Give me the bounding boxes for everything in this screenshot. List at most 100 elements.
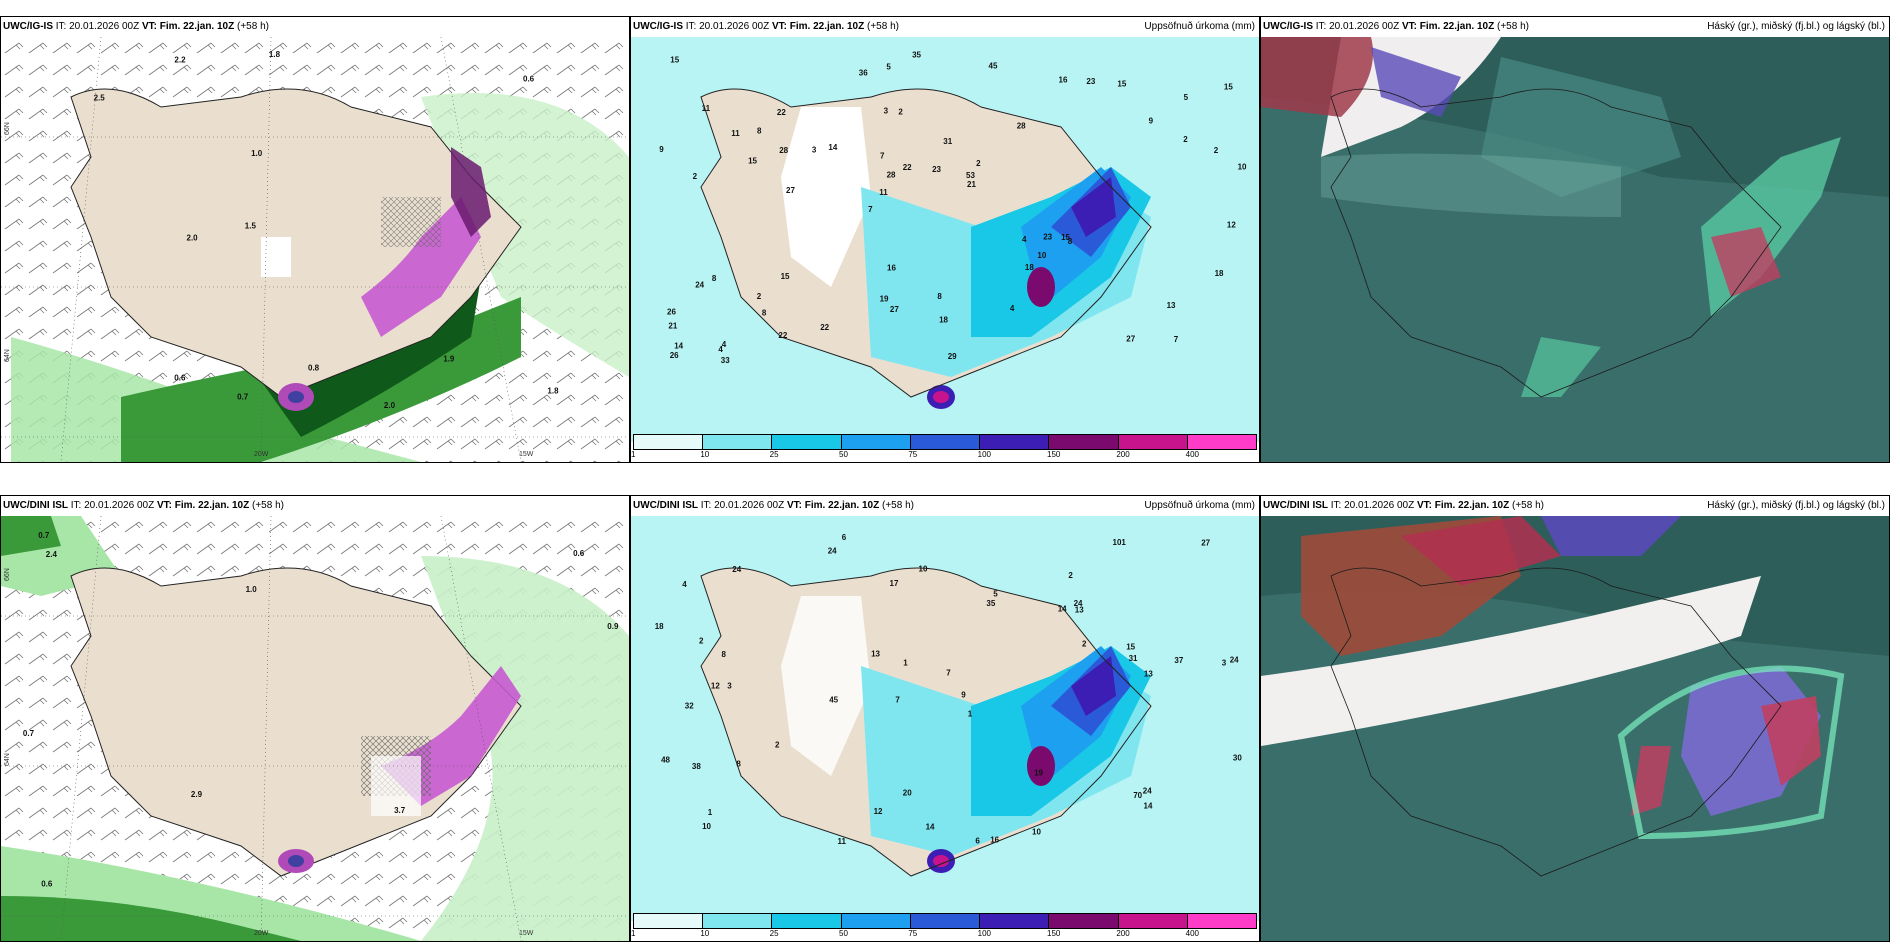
map-value-label: 2	[757, 292, 762, 301]
map-value-label: 28	[887, 171, 896, 180]
colorbar-tick-label: 100	[977, 450, 992, 459]
colorbar-swatch	[980, 914, 1050, 928]
map-value-label: 8	[757, 126, 762, 135]
map-value-label: 21	[967, 180, 976, 189]
wind-value-labels: 0.7 2.0 0.6 1.9 2.2 2.5 2.0 1.8 1.8 1.0 0.6 0.8 1.5	[94, 50, 559, 410]
map-value-label: 2	[699, 636, 704, 645]
map-value-label: 45	[829, 696, 838, 705]
lead-time: (+58 h)	[237, 21, 269, 32]
map-value-label: 19	[880, 294, 889, 303]
map-value-label: 5	[993, 590, 998, 599]
map-value-label: 27	[786, 186, 795, 195]
map-value-label: 20	[903, 788, 912, 797]
colorbar-ticks: 1 10 25 50 75 100 150 200 400	[631, 929, 1257, 939]
map-value-label: 14	[926, 823, 935, 832]
map-value-label: 53	[966, 171, 975, 180]
map-value-label: 10	[1037, 251, 1046, 260]
colorbar-tick-label: 150	[1047, 450, 1061, 459]
map-value-label: 8	[937, 292, 942, 301]
colorbar-tick-label: 200	[1116, 929, 1130, 938]
map-value-label: 0.8	[308, 364, 320, 373]
map-value-label: 35	[986, 599, 995, 608]
map-value-label: 9	[1149, 117, 1154, 126]
map-value-label: 5	[1184, 93, 1189, 102]
map-value-label: 5	[886, 63, 891, 72]
map-value-label: 29	[948, 352, 957, 361]
precip-value-labels: 7257284331814218228115104211192822161527…	[659, 51, 1247, 366]
map-value-label: 14	[674, 342, 683, 351]
wind-map	[1, 37, 629, 462]
map-value-label: 13	[1075, 606, 1084, 615]
map-value-label: 14	[1144, 801, 1153, 810]
map-value-label: 0.6	[174, 373, 186, 382]
map-value-label: 16	[887, 264, 896, 273]
map-value-label: 10	[1032, 827, 1041, 836]
map-value-label: 11	[702, 104, 711, 113]
map-value-label: 12	[711, 682, 720, 691]
map-value-label: 2	[1183, 135, 1188, 144]
lead-time: (+58 h)	[867, 21, 899, 32]
colorbar-swatch	[703, 914, 773, 928]
map-value-label: 3	[812, 145, 817, 154]
colorbar-swatches	[633, 913, 1257, 929]
map-value-label: 27	[890, 305, 899, 314]
map-value-label: 15	[1224, 82, 1233, 91]
colorbar-swatch	[980, 435, 1050, 449]
map-value-label: 1.5	[245, 221, 257, 230]
colorbar-swatch	[703, 435, 773, 449]
map-value-label: 22	[903, 163, 912, 172]
colorbar-swatch	[1049, 914, 1119, 928]
map-value-label: 9	[961, 690, 966, 699]
map-value-label: 0.6	[41, 879, 53, 888]
cloud-title: Háský (gr.), miðský (fj.bl.) og lágský (…	[1707, 21, 1885, 32]
valid-time: VT: Fim. 22.jan. 10Z	[786, 500, 880, 511]
valid-time: VT: Fim. 22.jan. 10Z	[1416, 500, 1510, 511]
map-value-label: 22	[777, 108, 786, 117]
map-value-label: 26	[670, 351, 679, 360]
map-value-label: 30	[1233, 754, 1242, 763]
map-value-label: 70	[1133, 791, 1142, 800]
model-name: UWC/IG-IS	[1263, 21, 1313, 32]
map-value-label: 3.7	[394, 806, 406, 815]
colorbar-swatch	[910, 914, 981, 928]
map-value-label: 13	[1144, 670, 1153, 679]
lon-label-15: 15W	[519, 930, 534, 937]
colorbar-tick-label: 400	[1185, 450, 1200, 459]
map-value-label: 7	[868, 205, 873, 214]
map-value-label: 17	[890, 579, 899, 588]
map-value-label: 35	[912, 51, 921, 60]
map-value-label: 11	[879, 188, 888, 197]
map-value-label: 14	[1058, 605, 1067, 614]
lon-label-20: 20W	[254, 930, 269, 937]
model-name: UWC/DINI ISL	[1263, 500, 1328, 511]
map-value-label: 32	[685, 702, 694, 711]
colorbar-swatch	[772, 914, 842, 928]
precip-panel-bottom: UWC/DINI ISL IT: 20.01.2026 00Z VT: Fim.…	[630, 495, 1260, 942]
panel-header: UWC/IG-IS IT: 20.01.2026 00Z VT: Fim. 22…	[1263, 19, 1887, 35]
colorbar-tick-label: 400	[1185, 929, 1200, 938]
map-value-label: 7	[1174, 335, 1179, 344]
model-name: UWC/IG-IS	[633, 21, 683, 32]
init-time: IT: 20.01.2026 00Z	[700, 500, 785, 511]
map-value-label: 13	[871, 649, 880, 658]
map-value-label: 10	[1238, 162, 1247, 171]
lead-time: (+58 h)	[1497, 21, 1529, 32]
map-value-label: 45	[989, 61, 998, 70]
map-value-label: 2.0	[187, 234, 199, 243]
lead-time: (+58 h)	[882, 500, 914, 511]
map-value-label: 15	[1126, 643, 1135, 652]
map-value-label: 0.6	[573, 549, 585, 558]
map-value-label: 0.7	[38, 531, 50, 540]
colorbar-ticks: 1 10 25 50 75 100 150 200 400	[631, 450, 1257, 460]
map-value-label: 2.4	[46, 550, 58, 559]
map-value-label: 7	[880, 151, 885, 160]
cloud-panel-top: UWC/IG-IS IT: 20.01.2026 00Z VT: Fim. 22…	[1260, 16, 1890, 463]
valid-time: VT: Fim. 22.jan. 10Z	[1401, 21, 1495, 32]
map-value-label: 2.5	[94, 94, 106, 103]
map-value-label: 31	[943, 137, 952, 146]
colorbar-swatch	[1118, 914, 1188, 928]
map-value-label: 8	[712, 274, 717, 283]
colorbar-swatch	[841, 914, 911, 928]
colorbar-tick-label: 1	[631, 450, 636, 459]
